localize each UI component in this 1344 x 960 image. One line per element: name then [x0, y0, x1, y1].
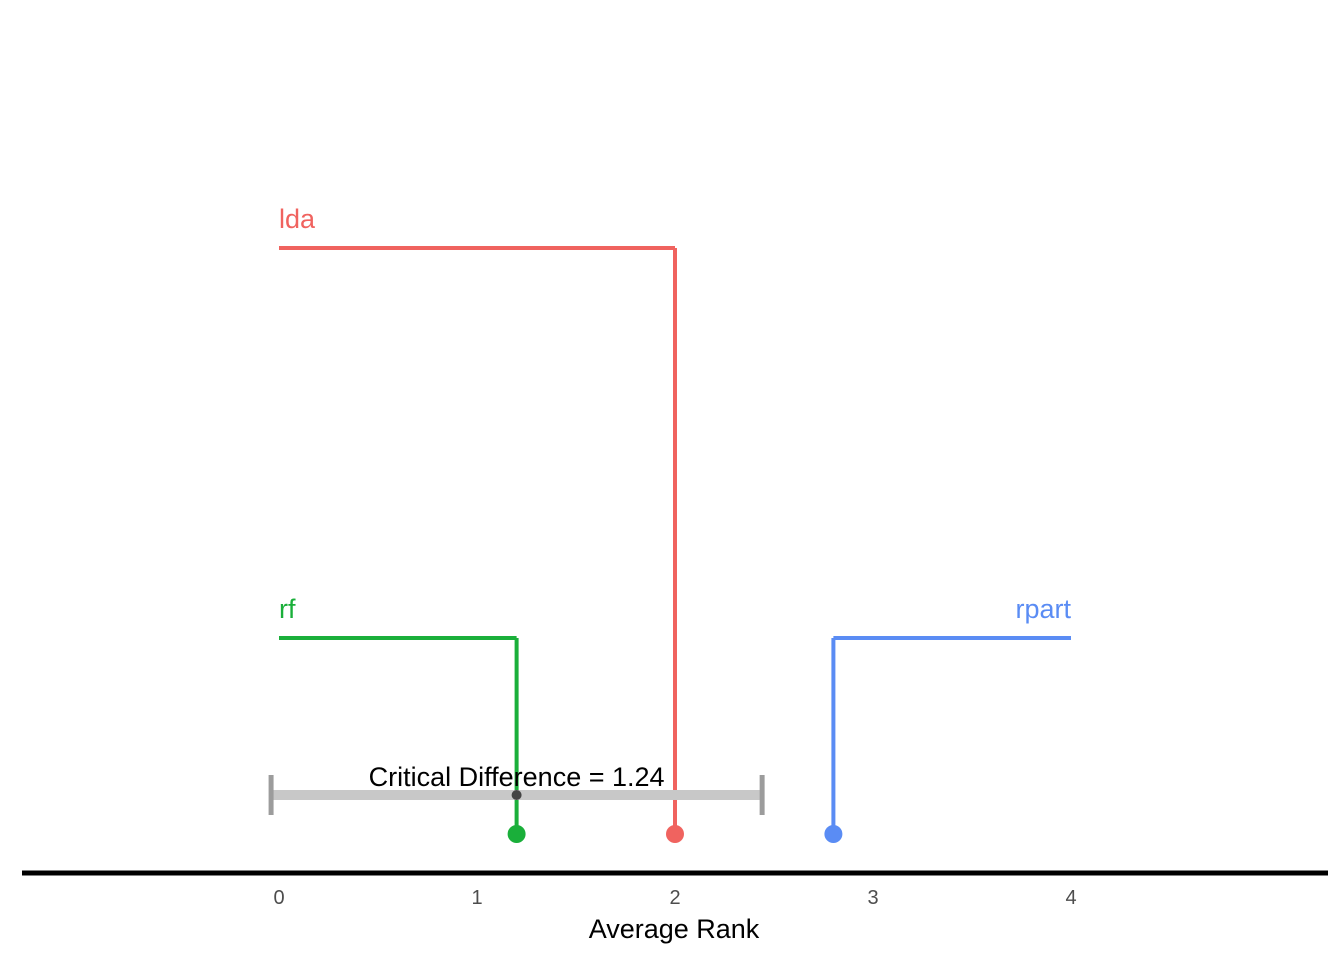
x-axis-title: Average Rank [589, 914, 760, 944]
connector-layer [279, 246, 1071, 834]
x-tick-label: 4 [1065, 887, 1076, 909]
learner-rank-point [666, 825, 684, 843]
learner-rank-point [824, 825, 843, 843]
cd-label: Critical Difference = 1.24 [369, 762, 665, 792]
learner-label: rpart [1015, 594, 1071, 624]
point-layer [507, 825, 843, 843]
x-tick-labels: 0 1 2 3 4 [273, 887, 1076, 909]
x-tick-label: 3 [867, 887, 878, 909]
learner-rank-point [507, 825, 526, 843]
x-tick-label: 0 [273, 887, 284, 909]
x-tick-label: 2 [669, 887, 680, 909]
learner-label: rf [279, 594, 296, 624]
learner-label: lda [279, 204, 316, 234]
cd-center-point [511, 790, 522, 800]
cd-bar-group: Critical Difference = 1.24 [268, 762, 765, 815]
x-tick-label: 1 [471, 887, 482, 909]
learner-label-layer: rf lda rpart [279, 204, 1071, 624]
